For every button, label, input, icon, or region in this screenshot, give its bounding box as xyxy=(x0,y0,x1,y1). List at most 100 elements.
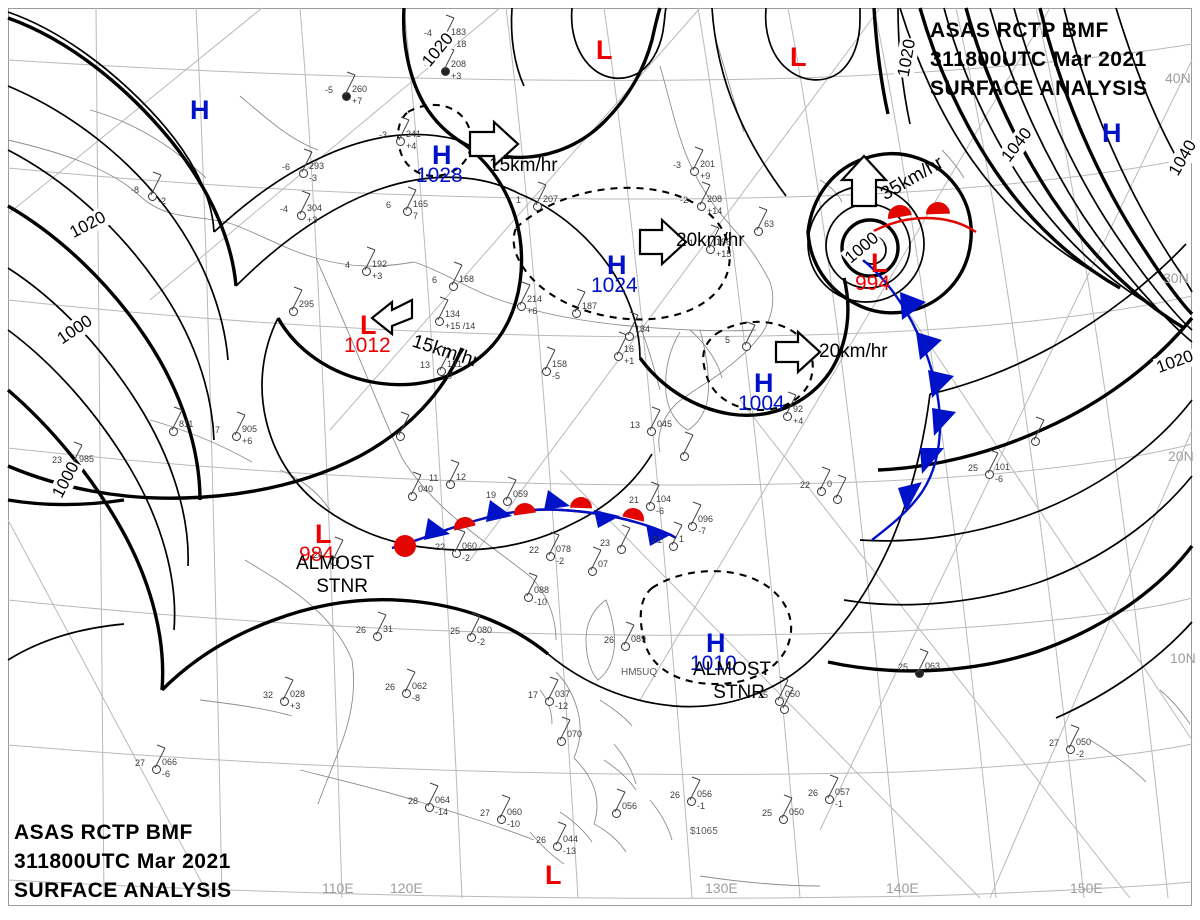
station-pressure: 134 xyxy=(445,309,461,319)
isobars-south xyxy=(7,453,653,661)
wind-barb xyxy=(590,546,602,571)
station-pressure-tendency: +3 xyxy=(372,271,383,281)
wind-barb xyxy=(526,572,538,597)
low-pressure-symbol: L xyxy=(871,248,888,278)
station-identifier: HM5UQ xyxy=(621,667,658,678)
station-pressure: 062 xyxy=(412,681,428,691)
map-border xyxy=(8,8,1192,906)
station-pressure-tendency: -13 xyxy=(563,846,577,856)
station-temperature: -2 xyxy=(680,195,689,205)
station-pressure: 060 xyxy=(507,807,523,817)
wind-barb xyxy=(535,181,547,206)
station-pressure-tendency: -14 xyxy=(435,807,449,817)
wind-barb xyxy=(619,524,631,549)
wind-barb xyxy=(505,476,517,501)
high-pressure-value: 1028 xyxy=(416,164,463,187)
station-pressure: 16 xyxy=(624,344,635,354)
wind-barb xyxy=(547,676,559,701)
system-motion-label: 20km/hr xyxy=(676,230,745,251)
station-temperature: 26 xyxy=(808,788,819,798)
station-temperature: 23 xyxy=(52,455,63,465)
stationary-annotation-line2: STNR xyxy=(316,576,368,597)
station-pressure-tendency: -6 xyxy=(656,506,665,516)
isobars-northeast-high xyxy=(827,7,1194,719)
wind-barb xyxy=(574,288,586,313)
station-pressure: 183 xyxy=(451,27,467,37)
station-pressure: 059 xyxy=(513,489,529,499)
wind-barb xyxy=(154,744,166,769)
wind-barb xyxy=(437,296,449,321)
station-pressure: 088 xyxy=(534,585,550,595)
title-block-top: ASAS RCTP BMF 311800UTC Mar 2021 SURFACE… xyxy=(930,16,1148,103)
station-pressure-tendency: +3 xyxy=(290,701,301,711)
wind-barb xyxy=(427,782,439,807)
station-temperature: 27 xyxy=(480,808,491,818)
station-pressure: 056 xyxy=(622,801,638,811)
station-pressure: 241 xyxy=(406,129,422,139)
wind-barb xyxy=(375,611,387,636)
station-pressure: 07 xyxy=(598,559,609,569)
station-pressure-tendency: 7 xyxy=(413,211,419,221)
station-pressure-tendency: -3 xyxy=(309,173,318,183)
wind-barb xyxy=(364,246,376,271)
system-motion-label: 20km/hr xyxy=(819,341,888,362)
longitude-label: 140E xyxy=(886,880,919,896)
station-pressure: 0 xyxy=(827,479,833,489)
station-pressure: 208 xyxy=(707,194,723,204)
wind-barb xyxy=(404,668,416,693)
wind-barb xyxy=(827,774,839,799)
station-pressure: 045 xyxy=(657,419,673,429)
station-temperature: 26 xyxy=(670,790,681,800)
station-pressure: 293 xyxy=(309,161,325,171)
station-pressure: 295 xyxy=(299,299,315,309)
wind-barb xyxy=(410,471,422,496)
station-pressure: 044 xyxy=(563,834,579,844)
station-temperature: 7 xyxy=(215,425,221,435)
station-pressure: 050 xyxy=(785,689,801,699)
station-pressure: 057 xyxy=(835,787,851,797)
wind-barb xyxy=(785,391,797,416)
wind-barb xyxy=(682,431,694,456)
low-pressure-symbol: L xyxy=(596,35,613,65)
wind-barb xyxy=(299,190,311,215)
motion-arrow-north-l994 xyxy=(839,154,889,208)
longitude-label: 130E xyxy=(705,880,738,896)
station-temperature: 26 xyxy=(385,682,396,692)
stationary-annotation: ALMOST STNR xyxy=(296,552,374,598)
station-pressure: 192 xyxy=(372,259,388,269)
station-temperature: 26 xyxy=(536,835,547,845)
station-pressure: 101 xyxy=(995,462,1011,472)
wind-barb xyxy=(555,821,567,846)
station-temperature: 22 xyxy=(435,542,446,552)
station-temperature: 25 xyxy=(898,662,909,672)
station-pressure-tendency: +4 xyxy=(793,416,804,426)
low-pressure-value: 984 xyxy=(299,543,335,566)
high-pressure-symbol: H xyxy=(607,250,627,280)
low-pressure-symbol: L xyxy=(360,310,377,340)
station-pressure: 214 xyxy=(527,294,543,304)
station-temperature: 27 xyxy=(135,758,146,768)
station-temperature: 4 xyxy=(345,260,351,270)
station-temperature: -3 xyxy=(379,130,388,140)
station-pressure-tendency: +9 xyxy=(700,171,711,181)
station-pressure-tendency: -5 xyxy=(552,371,561,381)
wind-barb xyxy=(301,148,313,173)
station-pressure: 104 xyxy=(656,494,672,504)
station-pressure: 096 xyxy=(698,514,714,524)
station-pressure: 078 xyxy=(556,544,572,554)
station-temperature: 23 xyxy=(600,538,611,548)
wind-barb xyxy=(623,621,635,646)
isobars-northwest xyxy=(6,11,238,691)
station-pressure: 165 xyxy=(413,199,429,209)
station-pressure: 31 xyxy=(383,624,394,634)
high-pressure-value: 1004 xyxy=(738,392,785,415)
station-pressure-tendency: +4 xyxy=(406,141,417,151)
station-temperature: 25 xyxy=(762,808,773,818)
station-pressure-tendency: +18 xyxy=(451,39,467,49)
station-pressure: 196 xyxy=(716,237,732,247)
wind-barb xyxy=(987,449,999,474)
station-pressure: 158 xyxy=(552,359,568,369)
wind-barb xyxy=(671,521,683,546)
